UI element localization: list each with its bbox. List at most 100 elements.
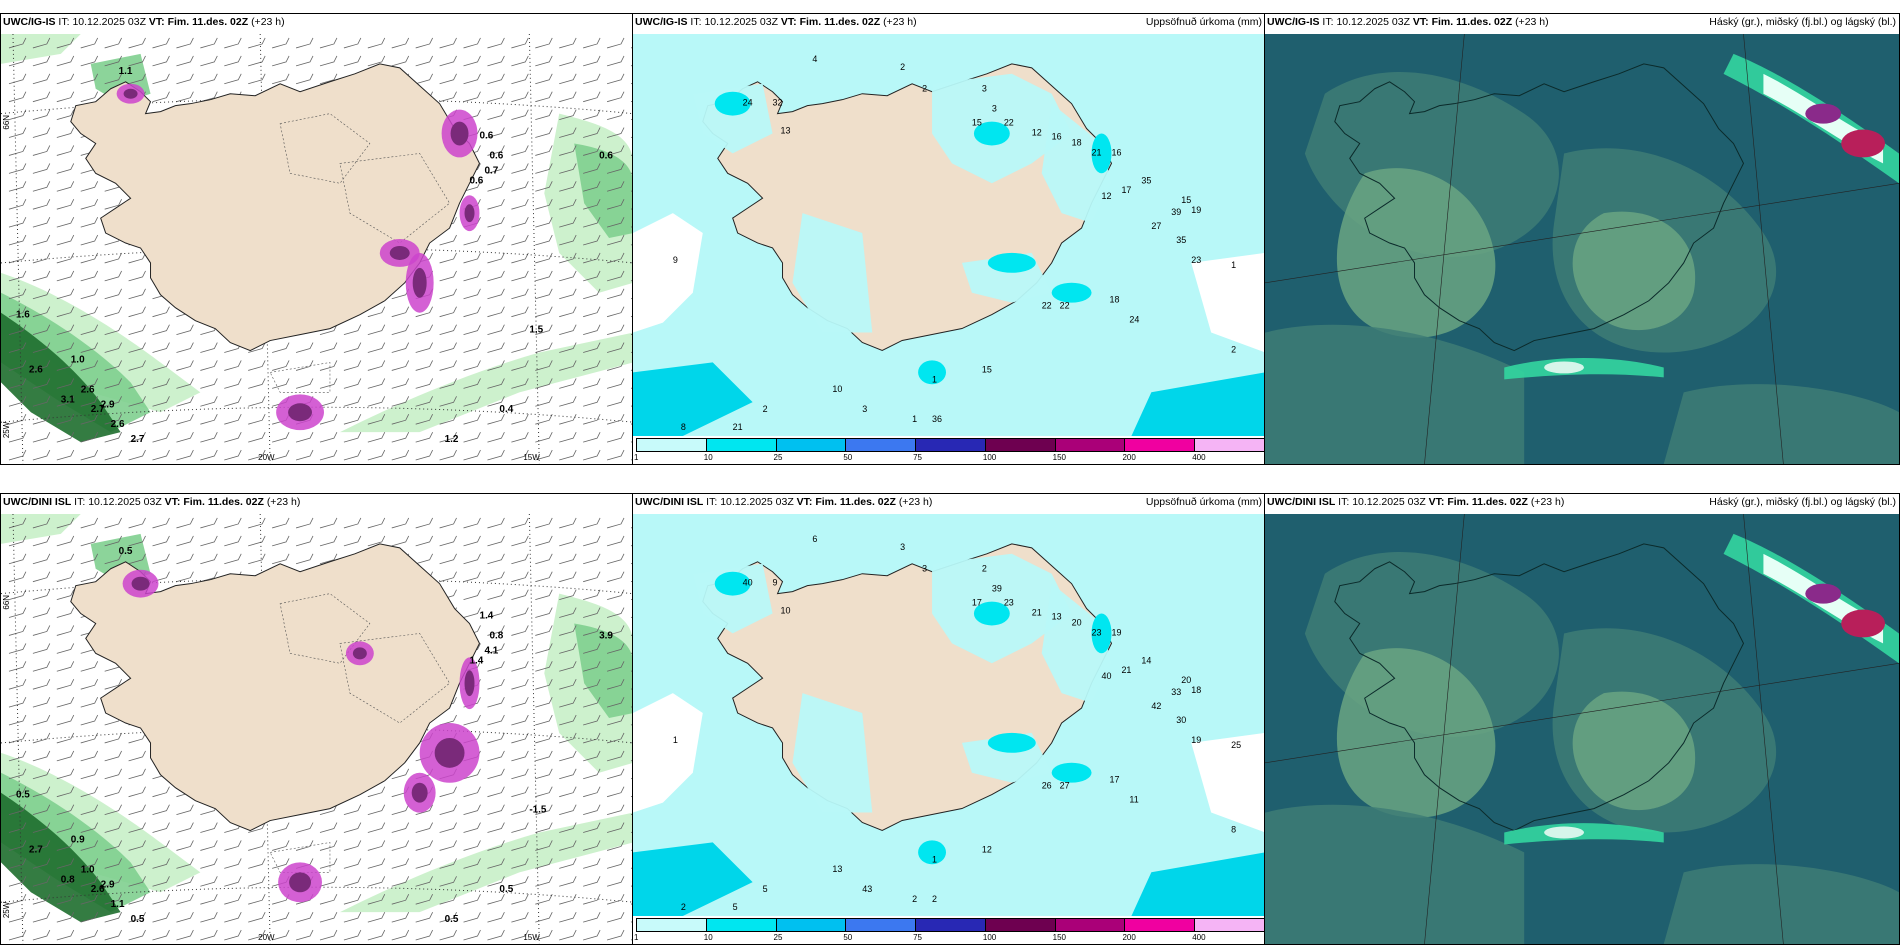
wind-barb xyxy=(32,894,51,905)
wind-barb xyxy=(176,342,194,353)
wind-barb xyxy=(80,37,99,49)
wind-barb xyxy=(415,840,433,851)
wind-barb xyxy=(367,840,386,851)
wind-barb xyxy=(511,679,529,690)
wind-barb xyxy=(559,876,577,887)
precip-title: Uppsöfnuð úrkoma (mm) xyxy=(1145,16,1262,28)
wind-barb xyxy=(606,37,625,49)
wind-barb xyxy=(463,553,481,565)
wind-barb xyxy=(487,431,505,443)
colorbar-tick-label: 25 xyxy=(773,453,783,462)
wind-barb xyxy=(56,732,75,744)
wind-barb xyxy=(152,324,170,335)
wind-speed-label: 1.1 xyxy=(111,899,125,910)
wind-barb xyxy=(56,199,75,210)
precip-value-label: 2 xyxy=(932,894,937,904)
wind-barb xyxy=(606,786,625,798)
wind-barb xyxy=(463,181,481,192)
colorbar-swatch xyxy=(845,918,917,932)
wind-barb xyxy=(80,696,99,708)
wind-barb xyxy=(8,378,27,389)
wind-barb xyxy=(415,431,433,443)
precip-panel-row1: UWC/IG-IS IT: 10.12.2025 03Z VT: Fim. 11… xyxy=(632,13,1266,465)
wind-barb xyxy=(128,360,146,371)
wind-barb xyxy=(487,786,505,798)
wind-barb xyxy=(439,840,457,851)
wind-shading xyxy=(1,772,151,913)
precip-value-label: 43 xyxy=(862,884,872,894)
panel-title: UWC/IG-IS IT: 10.12.2025 03Z VT: Fim. 11… xyxy=(1267,16,1549,28)
wind-barb xyxy=(559,894,577,905)
wind-barb xyxy=(511,360,529,371)
wind-speed-label: 2.6 xyxy=(91,884,105,895)
precip-blob-core xyxy=(464,670,475,697)
wind-panel-row1: UWC/IG-IS IT: 10.12.2025 03Z VT: Fim. 11… xyxy=(0,13,634,465)
wind-speed-label: 2.7 xyxy=(91,404,105,415)
wind-barb xyxy=(343,37,362,49)
precip-value-label: 15 xyxy=(972,118,982,128)
wind-barb xyxy=(248,360,266,371)
wind-barb xyxy=(8,199,27,210)
cloud-cover xyxy=(1265,324,1525,464)
wind-barb xyxy=(56,449,75,461)
wind-barb xyxy=(391,37,410,49)
colorbar-tick-label: 150 xyxy=(1052,453,1067,462)
wind-barb xyxy=(511,840,529,851)
wind-barb xyxy=(606,414,625,425)
wind-barb xyxy=(32,679,51,690)
precip-value-label: 1 xyxy=(932,374,937,384)
wind-barb xyxy=(606,342,625,353)
wind-barb xyxy=(56,929,75,941)
wind-barb xyxy=(319,822,338,833)
wind-speed-label: 2.9 xyxy=(101,399,115,410)
wind-barb xyxy=(32,270,51,282)
wind-barb xyxy=(200,894,218,905)
wind-barb xyxy=(535,145,553,156)
wind-barb xyxy=(559,199,577,210)
wind-barb xyxy=(535,360,553,371)
wind-barb xyxy=(80,822,99,833)
wind-barb xyxy=(200,840,218,851)
wind-barb xyxy=(343,414,362,425)
wind-barb xyxy=(248,73,266,85)
precip-value-label: 2 xyxy=(922,84,927,94)
wind-barb xyxy=(343,876,362,887)
wind-barb xyxy=(8,270,27,282)
wind-barb xyxy=(176,378,194,389)
wind-barb xyxy=(104,449,122,461)
wind-barb xyxy=(32,625,51,636)
precip-value-label: 21 xyxy=(1032,608,1042,618)
wind-shading xyxy=(339,332,633,433)
wind-shading xyxy=(1,514,81,544)
wind-shading xyxy=(339,812,633,913)
wind-barb xyxy=(606,360,625,371)
precip-value-label: 39 xyxy=(1171,207,1181,217)
precip-value-label: 22 xyxy=(1060,301,1070,311)
cloud-cover xyxy=(1265,804,1525,944)
wind-barb xyxy=(80,234,99,246)
wind-barb xyxy=(535,109,553,120)
wind-barb xyxy=(104,894,122,905)
wind-barb xyxy=(439,929,457,941)
wind-barb xyxy=(367,414,386,425)
wind-barb xyxy=(32,252,51,264)
precip-value-label: 1 xyxy=(673,735,678,745)
wind-barb xyxy=(583,911,601,923)
wind-barb xyxy=(559,324,577,335)
wind-barb xyxy=(463,714,481,726)
wind-barb xyxy=(606,894,625,905)
wind-barb xyxy=(559,342,577,353)
axis-label-lon: 15W xyxy=(523,933,540,942)
wind-barb xyxy=(319,535,338,547)
wind-barb xyxy=(248,55,266,67)
wind-barb xyxy=(487,929,505,941)
colorbar-swatch xyxy=(984,438,1056,452)
axis-label-lat: 66N xyxy=(2,115,11,130)
colorbar-tick-label: 150 xyxy=(1052,933,1067,942)
wind-barb xyxy=(295,342,314,353)
wind-barb xyxy=(487,324,505,335)
wind-speed-label: 4.1 xyxy=(484,645,498,656)
precip-heavy xyxy=(1051,282,1092,303)
wind-barb xyxy=(152,553,170,565)
wind-shading xyxy=(1,752,201,893)
